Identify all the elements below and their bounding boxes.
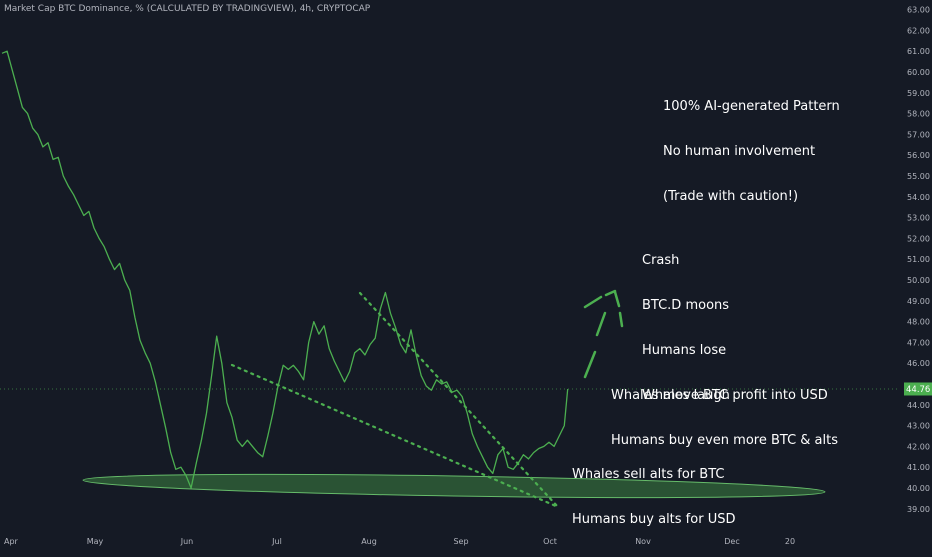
y-tick-label: 44.00 xyxy=(907,401,930,410)
y-tick-label: 60.00 xyxy=(907,68,930,77)
y-tick-label: 56.00 xyxy=(907,151,930,160)
projection-dash-5 xyxy=(613,290,621,308)
x-tick-label: 20 xyxy=(785,537,795,546)
note-line: Humans lose xyxy=(642,343,727,358)
price-series-line xyxy=(1,50,569,489)
usd-note: Whales move BTC profit into USD Humans b… xyxy=(611,358,838,478)
y-tick-label: 41.00 xyxy=(907,463,930,472)
note-line: Whales move BTC profit into USD xyxy=(611,388,828,403)
x-tick-label: Jul xyxy=(271,537,282,546)
x-axis: Apr May Jun Jul Aug Sep Oct Nov Dec 20 xyxy=(4,537,795,546)
y-tick-label: 46.00 xyxy=(907,359,930,368)
last-value-badge-bg xyxy=(904,382,932,396)
ai-pattern-note: 100% AI-generated Pattern No human invol… xyxy=(663,69,840,234)
y-tick-label: 61.00 xyxy=(907,47,930,56)
support-ellipse xyxy=(82,473,826,499)
y-tick-label: 57.00 xyxy=(907,130,930,139)
y-tick-label: 43.00 xyxy=(907,422,930,431)
y-tick-label: 49.00 xyxy=(907,297,930,306)
projection-dash-1 xyxy=(583,350,597,379)
note-line: Whales sell alts for BTC xyxy=(572,467,725,482)
note-line: Whales laugh xyxy=(642,388,730,403)
y-axis: 39.00 40.00 41.00 42.00 43.00 44.00 46.00 47.00… xyxy=(907,6,930,514)
y-tick-label: 59.00 xyxy=(907,89,930,98)
note-line: 100% AI-generated Pattern xyxy=(663,99,840,114)
y-tick-label: 53.00 xyxy=(907,214,930,223)
note-line: BTC.D moons xyxy=(642,298,730,313)
trend-line-upper xyxy=(358,291,560,509)
note-line: Humans buy even more BTC & alts xyxy=(611,433,838,448)
projection-dash-4 xyxy=(604,289,617,297)
projection-dash-6 xyxy=(618,311,624,328)
y-tick-label: 47.00 xyxy=(907,338,930,347)
x-tick-label: Aug xyxy=(361,537,377,546)
x-tick-label: Jun xyxy=(180,537,194,546)
x-tick-label: Nov xyxy=(635,537,651,546)
btc-note: Whales sell alts for BTC Humans buy alts… xyxy=(572,437,735,557)
note-line: No human involvement xyxy=(663,144,816,159)
y-tick-label: 50.00 xyxy=(907,276,930,285)
y-tick-label: 55.00 xyxy=(907,172,930,181)
last-value-label: 44.76 xyxy=(906,385,930,395)
y-tick-label: 58.00 xyxy=(907,110,930,119)
projection-dash-3 xyxy=(583,295,603,309)
y-tick-label: 42.00 xyxy=(907,442,930,451)
chart-title: Market Cap BTC Dominance, % (CALCULATED … xyxy=(4,4,371,14)
y-tick-label: 54.00 xyxy=(907,193,930,202)
x-tick-label: Oct xyxy=(543,537,557,546)
note-line: (Trade with caution!) xyxy=(663,189,799,204)
x-tick-label: Sep xyxy=(453,537,468,546)
y-tick-label: 62.00 xyxy=(907,26,930,35)
trend-line-lower xyxy=(230,363,560,509)
last-value-badge: 44.76 xyxy=(904,382,932,396)
x-tick-label: May xyxy=(87,537,104,546)
crash-note: Crash BTC.D moons Humans lose Whales lau… xyxy=(642,223,730,433)
note-line: Crash xyxy=(642,253,680,268)
projection-dash-2 xyxy=(595,311,607,337)
y-tick-label: 39.00 xyxy=(907,505,930,514)
y-tick-label: 51.00 xyxy=(907,255,930,264)
y-tick-label: 40.00 xyxy=(907,484,930,493)
note-line: Humans buy alts for USD xyxy=(572,512,736,527)
x-tick-label: Apr xyxy=(4,537,19,546)
x-tick-label: Dec xyxy=(724,537,739,546)
y-tick-label: 48.00 xyxy=(907,318,930,327)
y-tick-label: 63.00 xyxy=(907,6,930,15)
y-tick-label: 52.00 xyxy=(907,234,930,243)
